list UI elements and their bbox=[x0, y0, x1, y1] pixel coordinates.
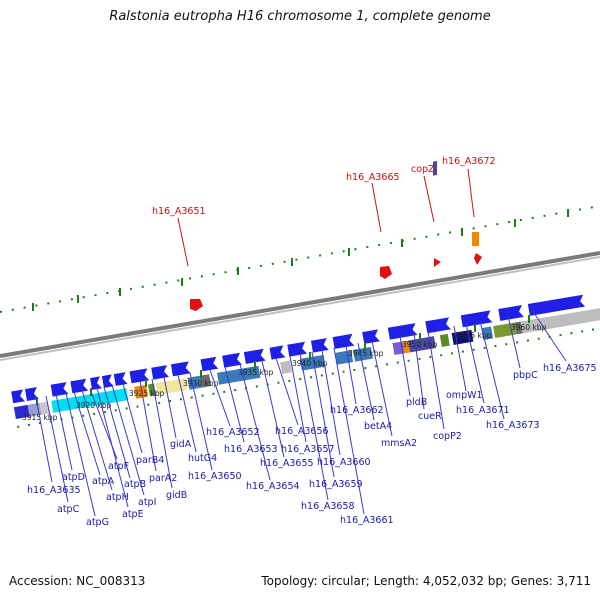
gene-label: h16_A3655 bbox=[260, 458, 314, 469]
scale-label: 3925 kbp bbox=[129, 389, 165, 398]
gene-label: hutG4 bbox=[188, 453, 217, 464]
gene-label: h16_A3656 bbox=[275, 426, 329, 437]
gene-label: gidB bbox=[166, 490, 187, 501]
gene-label: h16_A3657 bbox=[281, 444, 335, 455]
h16_A3672-gene bbox=[472, 232, 479, 246]
highlight-callouts bbox=[177, 168, 475, 267]
gene-label: atpD bbox=[62, 472, 85, 483]
gene-label: atpG bbox=[86, 517, 109, 528]
gene-label: cueR bbox=[418, 411, 442, 422]
gene-label: h16_A3652 bbox=[206, 427, 260, 438]
gene-label: ompW1 bbox=[446, 390, 483, 401]
scale-ticks bbox=[36, 315, 530, 405]
scale-label: 3960 kbp bbox=[511, 323, 547, 332]
gene-label: h16_A3673 bbox=[486, 420, 540, 431]
highlight-markers bbox=[190, 160, 482, 311]
chromosome-axis bbox=[0, 251, 600, 361]
gene-label: pldB bbox=[406, 397, 427, 408]
copZ-gene bbox=[433, 160, 437, 176]
gene-label: parA2 bbox=[149, 473, 177, 484]
gene-label: betA4 bbox=[364, 421, 392, 432]
highlight-label: h16_A3672 bbox=[442, 156, 496, 167]
gene-label: h16_A3662 bbox=[330, 405, 384, 416]
gene-label: h16_A3660 bbox=[317, 457, 371, 468]
gene-label: h16_A3658 bbox=[301, 501, 355, 512]
gene-label: h16_A3671 bbox=[456, 405, 510, 416]
marker-h16_A3672 bbox=[474, 253, 482, 265]
highlight-label: copZ bbox=[411, 164, 435, 175]
scale-label: 3940 kbp bbox=[292, 359, 328, 368]
gene-label: atpE bbox=[122, 509, 144, 520]
gene-label: atpA bbox=[92, 476, 115, 487]
scale-label: 3950 kbp bbox=[402, 340, 438, 349]
gene-label: gidA bbox=[170, 439, 192, 450]
gene-label: mmsA2 bbox=[381, 438, 417, 449]
gene-label: atpC bbox=[57, 504, 80, 515]
map-title: Ralstonia eutropha H16 chromosome 1, com… bbox=[109, 9, 491, 24]
marker-h16_A3665 bbox=[380, 266, 392, 279]
gene-band bbox=[11, 294, 600, 428]
gene-label: atpH bbox=[106, 492, 129, 503]
gene-labels: h16_A3635 atpC atpD atpG atpA atpH atpF … bbox=[27, 363, 597, 528]
gene-label: atpI bbox=[138, 497, 156, 508]
scale-label: 3935 kbp bbox=[238, 368, 274, 377]
gene-label: h16_A3654 bbox=[246, 481, 300, 492]
gene-label: h16_A3661 bbox=[340, 515, 394, 526]
highlight-labels: h16_A3651 h16_A3665 copZ h16_A3672 bbox=[152, 156, 496, 217]
gene-label: parB4 bbox=[136, 455, 164, 466]
gene-label: atpF bbox=[108, 461, 129, 472]
marker-h16_A3651 bbox=[190, 299, 203, 311]
scale-label: 3945 kbp bbox=[348, 349, 384, 358]
highlight-label: h16_A3665 bbox=[346, 172, 400, 183]
reverse-strand bbox=[13, 306, 600, 420]
accession-text: Accession: NC_008313 bbox=[9, 574, 146, 588]
gene-label: pbpC bbox=[513, 370, 538, 381]
highlight-label: h16_A3651 bbox=[152, 206, 206, 217]
forward-strand bbox=[11, 294, 586, 404]
scale-label: 3955 kbp bbox=[456, 331, 492, 340]
topology-text: Topology: circular; Length: 4,052,032 bp… bbox=[261, 574, 591, 588]
gene-label: copP2 bbox=[433, 431, 462, 442]
gene-label: h16_A3635 bbox=[27, 485, 81, 496]
gene-label: h16_A3653 bbox=[224, 444, 278, 455]
upper-dotted-line bbox=[0, 205, 600, 313]
gene-label: h16_A3659 bbox=[309, 479, 363, 490]
marker-copZ bbox=[434, 258, 441, 267]
upper-major-ticks bbox=[32, 209, 569, 311]
gene-label: h16_A3675 bbox=[543, 363, 597, 374]
scale-label: 3920 kbp bbox=[76, 401, 112, 410]
gene-label: h16_A3650 bbox=[188, 471, 242, 482]
gene-callouts bbox=[35, 309, 567, 517]
gene-label: atpB bbox=[124, 479, 146, 490]
scale-label: 3930 kbp bbox=[183, 379, 219, 388]
